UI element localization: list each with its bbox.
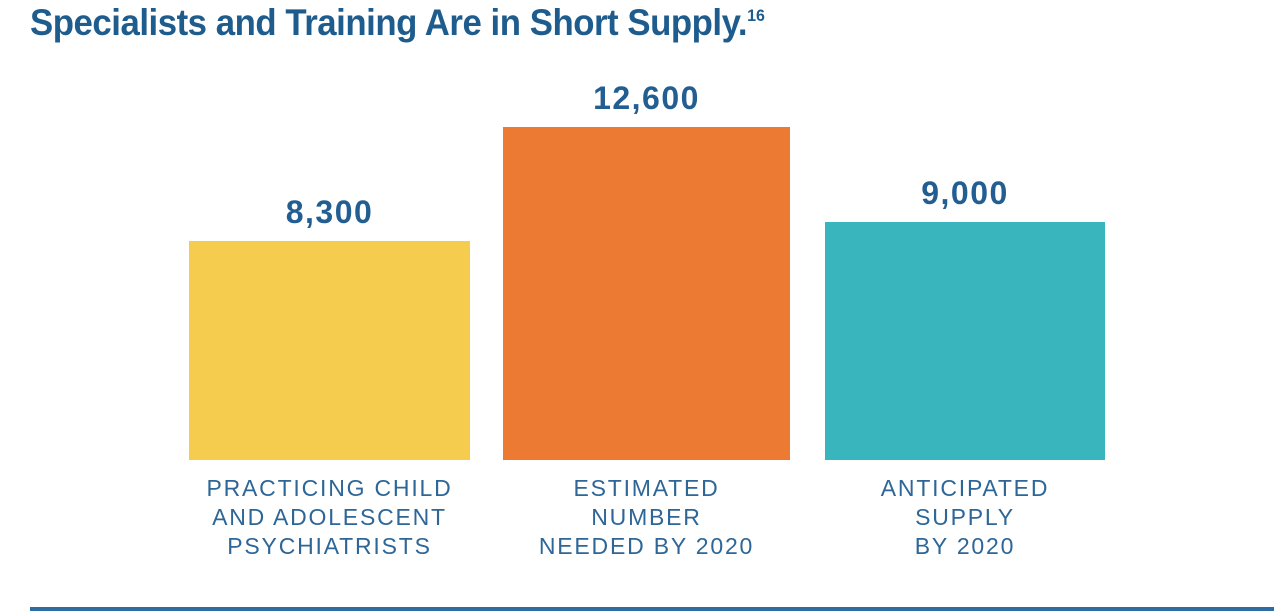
bar-column-estimated-needed: 12,600 <box>503 80 790 460</box>
bar-practicing-psychiatrists <box>189 241 470 460</box>
category-label-line: BY 2020 <box>914 533 1016 559</box>
category-label-line: PSYCHIATRISTS <box>227 533 432 559</box>
bar-value-label: 12,600 <box>593 80 700 116</box>
bar-value-label: 9,000 <box>921 175 1009 211</box>
category-label-line: ESTIMATED <box>573 475 720 501</box>
category-label-estimated-needed: ESTIMATED NUMBER NEEDED BY 2020 <box>473 474 820 561</box>
chart-title-text: Specialists and Training Are in Short Su… <box>30 2 748 43</box>
bottom-divider-line <box>30 607 1274 611</box>
chart-title: Specialists and Training Are in Short Su… <box>30 2 765 44</box>
category-label-line: SUPPLY <box>915 504 1015 530</box>
bar-value-label: 8,300 <box>285 194 374 230</box>
category-label-line: ANTICIPATED <box>880 475 1050 501</box>
category-label-line: NEEDED BY 2020 <box>538 533 755 559</box>
bar-anticipated-supply <box>825 222 1105 460</box>
category-label-line: NUMBER <box>591 504 702 530</box>
bar-column-practicing-psychiatrists: 8,300 <box>189 194 470 460</box>
category-label-practicing-psychiatrists: PRACTICING CHILD AND ADOLESCENT PSYCHIAT… <box>159 474 500 561</box>
bar-estimated-needed <box>503 127 790 460</box>
category-label-line: AND ADOLESCENT <box>212 504 447 530</box>
footnote-marker: 16 <box>747 6 765 25</box>
bar-column-anticipated-supply: 9,000 <box>825 175 1105 460</box>
category-label-anticipated-supply: ANTICIPATED SUPPLY BY 2020 <box>795 474 1135 561</box>
category-label-line: PRACTICING CHILD <box>206 475 453 501</box>
